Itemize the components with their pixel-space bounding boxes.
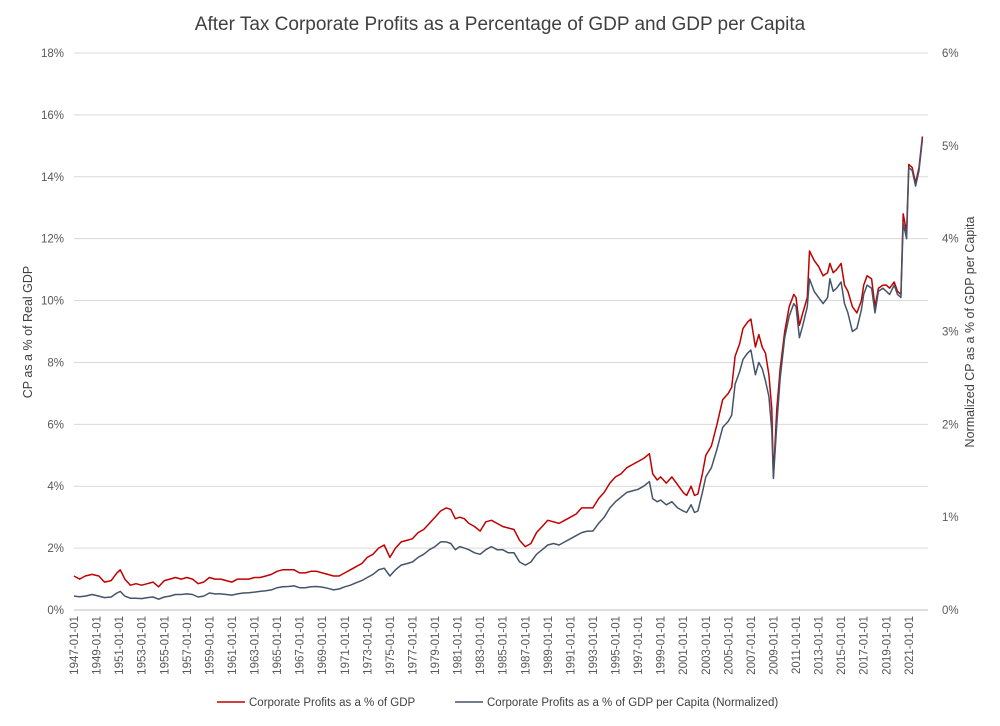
x-tick-label: 1995-01-01	[611, 616, 623, 675]
x-tick-label: 1949-01-01	[92, 616, 104, 675]
x-tick-label: 1963-01-01	[250, 616, 262, 675]
x-tick-label: 1977-01-01	[407, 616, 419, 675]
x-tick-label: 2011-01-01	[791, 616, 803, 674]
y-tick-label-right: 6%	[942, 48, 959, 60]
x-tick-label: 1969-01-01	[317, 616, 329, 675]
y-tick-label-left: 8%	[47, 357, 64, 369]
y-tick-label-left: 18%	[41, 48, 64, 60]
x-axis-ticks: 1947-01-01 1949-01-01 1951-01-01 1953-01-01…	[69, 616, 916, 675]
y-axis-left-ticks: 0% 2% 4% 6% 8% 10% 12% 14% 16% 18%	[41, 48, 64, 617]
x-tick-label: 1951-01-01	[114, 616, 126, 675]
y-tick-label-left: 12%	[41, 234, 64, 246]
y-tick-label-left: 4%	[47, 481, 64, 493]
x-tick-label: 2001-01-01	[678, 616, 690, 675]
x-tick-label: 1961-01-01	[227, 616, 239, 675]
legend: Corporate Profits as a % of GDP Corporat…	[217, 697, 778, 709]
x-tick-label: 1957-01-01	[182, 616, 194, 675]
x-tick-label: 1985-01-01	[498, 616, 510, 675]
x-tick-label: 2007-01-01	[746, 616, 758, 675]
x-tick-label: 1965-01-01	[272, 616, 284, 675]
y-tick-label-right: 4%	[942, 234, 959, 246]
gridlines	[74, 52, 928, 611]
series-line-cp-gdp-per-capita	[73, 139, 924, 600]
y-tick-label-left: 6%	[47, 419, 64, 431]
y-tick-label-right: 5%	[942, 141, 959, 153]
x-tick-label: 2005-01-01	[723, 616, 735, 675]
y-tick-label-left: 10%	[41, 296, 64, 308]
x-tick-label: 1997-01-01	[633, 616, 645, 675]
y-tick-label-left: 2%	[47, 543, 64, 555]
x-tick-label: 2021-01-01	[904, 616, 916, 675]
x-tick-label: 2003-01-01	[701, 616, 713, 675]
x-tick-label: 1975-01-01	[385, 616, 397, 675]
x-tick-label: 1953-01-01	[137, 616, 149, 675]
x-tick-label: 1947-01-01	[69, 616, 81, 675]
x-tick-label: 1971-01-01	[340, 616, 352, 675]
x-tick-label: 1999-01-01	[656, 616, 668, 675]
y-tick-label-right: 3%	[942, 327, 959, 339]
y-axis-right-ticks: 0% 1% 2% 3% 4% 5% 6%	[942, 48, 959, 617]
x-tick-label: 1987-01-01	[520, 616, 532, 675]
x-tick-label: 2015-01-01	[836, 616, 848, 675]
chart-title: After Tax Corporate Profits as a Percent…	[195, 14, 806, 35]
x-tick-label: 1967-01-01	[295, 616, 307, 675]
legend-label-cp-gdp-per-capita: Corporate Profits as a % of GDP per Capi…	[487, 697, 778, 709]
x-tick-label: 1959-01-01	[204, 616, 216, 675]
x-tick-label: 2013-01-01	[814, 616, 826, 675]
legend-label-cp-gdp: Corporate Profits as a % of GDP	[249, 697, 416, 709]
x-tick-label: 1981-01-01	[453, 616, 465, 675]
x-tick-label: 2019-01-01	[881, 616, 893, 675]
y-tick-label-right: 0%	[942, 605, 959, 617]
x-tick-label: 1983-01-01	[475, 616, 487, 675]
x-tick-label: 1973-01-01	[362, 616, 374, 675]
y-axis-right-label: Normalized CP as a % of GDP per Capita	[963, 217, 977, 448]
x-tick-label: 1955-01-01	[159, 616, 171, 675]
y-tick-label-right: 2%	[942, 419, 959, 431]
x-tick-label: 1993-01-01	[588, 616, 600, 675]
y-tick-label-right: 1%	[942, 512, 959, 524]
x-tick-label: 1989-01-01	[543, 616, 555, 675]
x-tick-label: 2009-01-01	[768, 616, 780, 675]
x-tick-label: 1991-01-01	[565, 616, 577, 675]
y-axis-left-label: CP as a % of Real GDP	[21, 266, 35, 398]
y-tick-label-left: 0%	[47, 605, 64, 617]
x-tick-label: 2017-01-01	[859, 616, 871, 675]
series-line-cp-gdp	[73, 136, 924, 588]
y-tick-label-left: 16%	[41, 110, 64, 122]
x-tick-label: 1979-01-01	[430, 616, 442, 675]
y-tick-label-left: 14%	[41, 172, 64, 184]
series-lines	[73, 136, 924, 600]
